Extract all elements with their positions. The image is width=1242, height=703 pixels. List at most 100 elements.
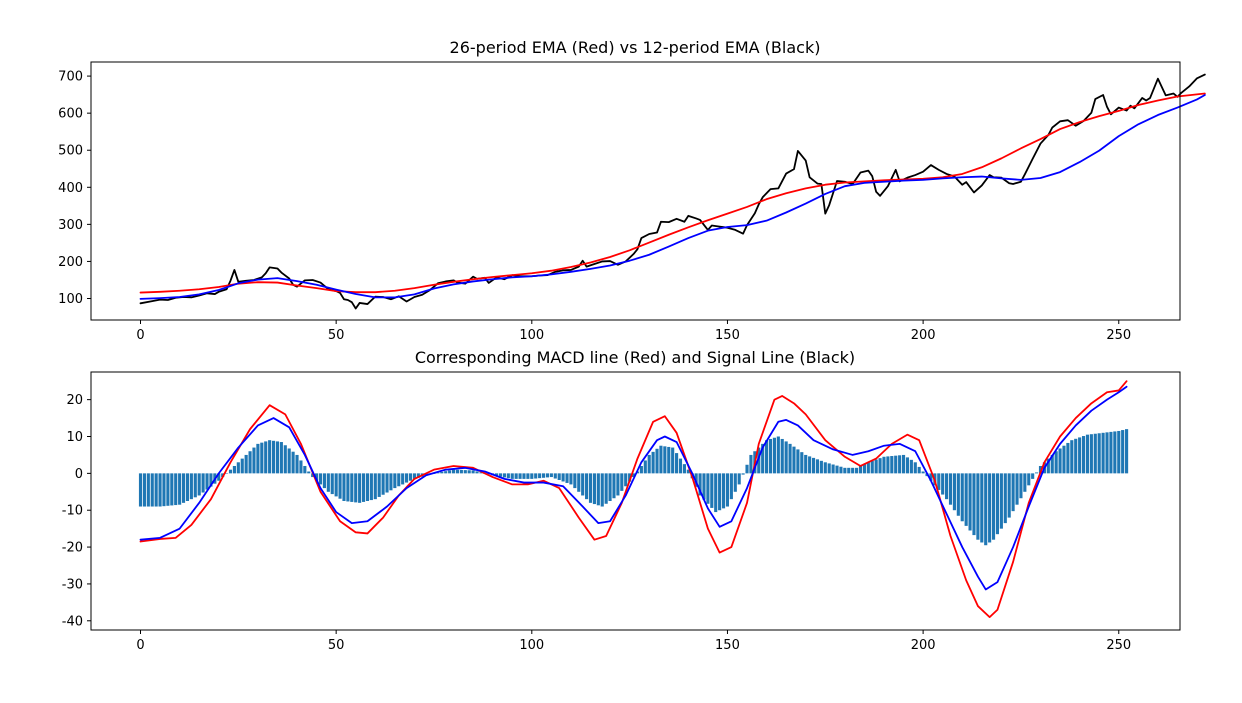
histogram-bar xyxy=(287,448,291,474)
histogram-bar xyxy=(898,455,902,474)
histogram-bar xyxy=(890,456,894,474)
histogram-bar xyxy=(495,473,499,476)
histogram-bar xyxy=(158,473,162,507)
histogram-bar xyxy=(228,469,233,474)
histogram-bar xyxy=(929,473,933,481)
histogram-bar xyxy=(459,469,463,474)
histogram-bar xyxy=(1015,473,1019,505)
histogram-bar xyxy=(968,473,972,531)
histogram-bar xyxy=(146,473,150,507)
histogram-bar xyxy=(1125,429,1129,474)
histogram-bar xyxy=(878,458,882,474)
x-tick-label: 0 xyxy=(136,328,144,343)
histogram-bar xyxy=(995,473,1000,535)
histogram-bar xyxy=(835,465,839,474)
histogram-bar xyxy=(385,473,389,493)
histogram-bar xyxy=(174,473,178,506)
histogram-bar xyxy=(592,473,596,505)
histogram-bar xyxy=(585,473,589,500)
histogram-bar xyxy=(311,473,315,478)
histogram-bar xyxy=(882,456,886,474)
histogram-bar xyxy=(538,473,542,479)
histogram-bar xyxy=(1078,437,1082,474)
histogram-bar xyxy=(193,473,197,498)
histogram-bar xyxy=(847,467,851,474)
histogram-bar xyxy=(307,471,311,474)
histogram-bar xyxy=(545,473,550,478)
histogram-bar xyxy=(401,473,405,485)
histogram-bar xyxy=(604,473,608,504)
histogram-bar xyxy=(479,472,483,474)
histogram-bar xyxy=(733,473,737,492)
histogram-bar xyxy=(1101,432,1105,474)
histogram-bar xyxy=(217,473,221,481)
histogram-bar xyxy=(569,473,573,485)
histogram-bar xyxy=(299,460,303,474)
histogram-bar xyxy=(788,443,792,474)
y-tick-label: 200 xyxy=(58,255,83,270)
histogram-bar xyxy=(858,465,863,474)
ema-panel: 26-period EMA (Red) vs 12-period EMA (Bl… xyxy=(58,38,1206,343)
histogram-bar xyxy=(843,467,847,474)
histogram-bar xyxy=(440,471,444,474)
histogram-bar xyxy=(710,473,714,508)
histogram-bar xyxy=(463,470,467,474)
histogram-bar xyxy=(1097,433,1101,474)
histogram-bar xyxy=(749,454,753,474)
histogram-bar xyxy=(350,473,354,502)
x-tick-label: 200 xyxy=(911,638,936,653)
histogram-bar xyxy=(170,473,174,506)
macd-panel: Corresponding MACD line (Red) and Signal… xyxy=(62,348,1181,653)
histogram-bar xyxy=(412,473,416,479)
histogram-bar xyxy=(952,473,956,511)
histogram-bar xyxy=(451,469,456,474)
histogram-bar xyxy=(268,440,272,474)
histogram-bar xyxy=(252,447,256,474)
histogram-bar xyxy=(283,445,287,474)
x-tick-label: 250 xyxy=(1106,638,1131,653)
histogram-bar xyxy=(397,473,401,487)
histogram-bar xyxy=(866,462,870,474)
histogram-bar xyxy=(526,473,530,479)
histogram-bar xyxy=(291,451,295,474)
histogram-bar xyxy=(444,471,448,474)
histogram-bar xyxy=(358,473,362,503)
histogram-bar xyxy=(315,473,319,481)
histogram-bar xyxy=(768,438,773,474)
ema-series-line-0 xyxy=(139,73,1206,310)
histogram-bar xyxy=(185,473,190,501)
histogram-bar xyxy=(956,473,960,516)
histogram-bar xyxy=(909,459,913,474)
histogram-bar xyxy=(729,473,733,500)
histogram-bar xyxy=(631,473,636,478)
histogram-bar xyxy=(303,465,307,474)
histogram-bar xyxy=(1089,434,1093,474)
histogram-bar xyxy=(565,473,569,483)
histogram-bar xyxy=(240,458,244,474)
histogram-bar xyxy=(1081,436,1086,474)
histogram-bar xyxy=(991,473,996,540)
histogram-bar xyxy=(667,446,671,474)
macd-axes-frame xyxy=(90,371,1181,631)
histogram-bar xyxy=(1117,430,1121,474)
histogram-bar xyxy=(342,473,346,501)
histogram-bar xyxy=(295,454,299,474)
x-tick-label: 100 xyxy=(519,328,544,343)
y-tick-label: -20 xyxy=(62,541,83,556)
histogram-bar xyxy=(338,473,342,499)
histogram-bar xyxy=(1054,451,1058,474)
histogram-bar xyxy=(1027,473,1031,486)
histogram-bar xyxy=(557,473,561,480)
histogram-bar xyxy=(225,473,229,474)
histogram-bar xyxy=(1085,434,1090,474)
histogram-bar xyxy=(659,445,663,474)
y-tick-label: 700 xyxy=(58,70,83,85)
histogram-bar xyxy=(244,454,248,474)
histogram-bar xyxy=(741,473,745,475)
histogram-bar xyxy=(608,473,612,501)
macd-series-line-0 xyxy=(139,380,1128,618)
histogram-bar xyxy=(960,473,964,522)
histogram-bar xyxy=(600,473,604,507)
